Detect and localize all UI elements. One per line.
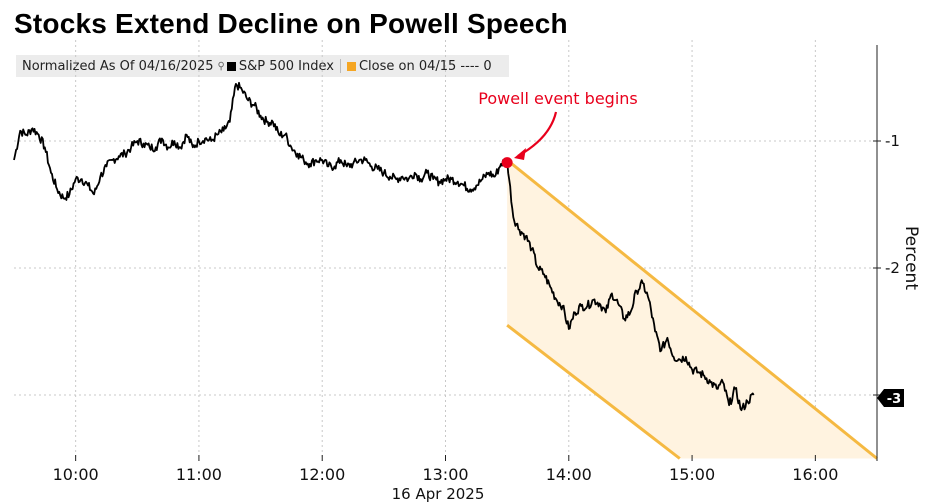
legend-swatch-sp500: [226, 61, 236, 71]
chart-legend: Normalized As Of 04/16/2025 ⚲ S&P 500 In…: [16, 55, 509, 77]
annotation-arrow: [517, 111, 558, 157]
trend-band: [506, 158, 878, 460]
annotation-arrowhead: [514, 148, 526, 160]
last-value-tag: -3: [877, 389, 904, 407]
annotation: Powell event begins: [478, 89, 638, 169]
last-value-tag-text: -3: [887, 392, 901, 407]
legend-normalized-text: Normalized As Of 04/16/2025: [22, 58, 214, 74]
pin-icon: ⚲: [217, 60, 225, 72]
series-line-sp500: [13, 81, 755, 412]
annotation-text: Powell event begins: [478, 89, 638, 108]
annotation-dot: [501, 157, 513, 169]
y-tick-label: -2: [885, 259, 900, 277]
legend-series-sp500: S&P 500 Index: [225, 59, 334, 74]
y-tick-label: -1: [885, 132, 900, 150]
chart-title: Stocks Extend Decline on Powell Speech: [14, 8, 568, 39]
series-sp500: [13, 81, 755, 412]
band-lower-line: [506, 323, 681, 460]
x-axis-date-label: 16 Apr 2025: [392, 485, 485, 503]
legend-normalized: Normalized As Of 04/16/2025 ⚲: [16, 59, 225, 74]
x-tick-label: 15:00: [669, 465, 715, 484]
axes: -1 -2 -3 10:00 11:00 12:00 13:00 14:00 15:00 16:0…: [53, 45, 921, 503]
y-axis-title: Percent: [901, 226, 921, 290]
x-tick-label: 11:00: [176, 465, 222, 484]
last-value-tag-bg: [877, 389, 904, 407]
legend-close-ref: Close on 04/15 ---- 0: [341, 59, 492, 74]
x-tick-label: 16:00: [792, 465, 838, 484]
x-tick-label: 13:00: [422, 465, 468, 484]
x-tick-label: 12:00: [299, 465, 345, 484]
band-upper-line: [506, 158, 878, 460]
legend-close-label: Close on 04/15 ---- 0: [358, 58, 492, 74]
x-tick-label: 10:00: [53, 465, 99, 484]
legend-series-label: S&P 500 Index: [238, 58, 334, 74]
x-tick-label: 14:00: [546, 465, 592, 484]
legend-swatch-close: [346, 61, 356, 71]
legend-divider: [339, 59, 341, 73]
